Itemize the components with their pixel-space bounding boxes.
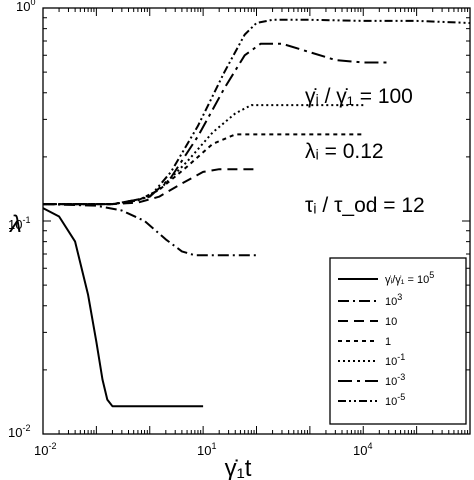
- annotation-tau: τᵢ / τ_od = 12: [305, 194, 425, 217]
- x-tick-label-1: 101: [197, 441, 216, 458]
- series-line-1: [42, 203, 257, 257]
- x-tick-label-2: 104: [353, 441, 372, 458]
- legend-label-3: 1: [385, 336, 391, 348]
- annotation-ratio: γ̇ᵢ / γ̇₁ = 100: [305, 85, 413, 108]
- series-line-2: [43, 168, 257, 206]
- y-tick-label-2: 10-2: [8, 423, 30, 440]
- series-line-0: [42, 207, 204, 408]
- legend: γ̇ᵢ/γ̇₁ = 105 103 10 1 10-1 10-3 10-5: [329, 257, 467, 425]
- tick-marks: [42, 7, 471, 435]
- legend-label-6: 10-5: [385, 392, 405, 408]
- y-tick-label-1: 10-1: [8, 215, 30, 232]
- y-axis-title: λ: [8, 211, 22, 238]
- legend-samples: [338, 278, 378, 402]
- legend-label-5: 10-3: [385, 372, 405, 388]
- annotation-lambda: λᵢ = 0.12: [305, 140, 384, 163]
- legend-label-1: 103: [385, 292, 402, 308]
- series-line-6: [43, 18, 471, 206]
- legend-label-2: 10: [385, 316, 397, 328]
- series-layer: [42, 18, 471, 408]
- y-tick-label-0: 100: [16, 0, 35, 14]
- legend-box: [329, 257, 467, 425]
- series-line-3: [43, 133, 364, 206]
- legend-label-0: γ̇ᵢ/γ̇₁ = 105: [385, 270, 434, 286]
- series-line-5: [43, 42, 389, 206]
- legend-label-4: 10-1: [385, 352, 405, 368]
- x-axis-title: γ̇₁t: [225, 455, 252, 480]
- x-tick-label-0: 10-2: [34, 441, 56, 458]
